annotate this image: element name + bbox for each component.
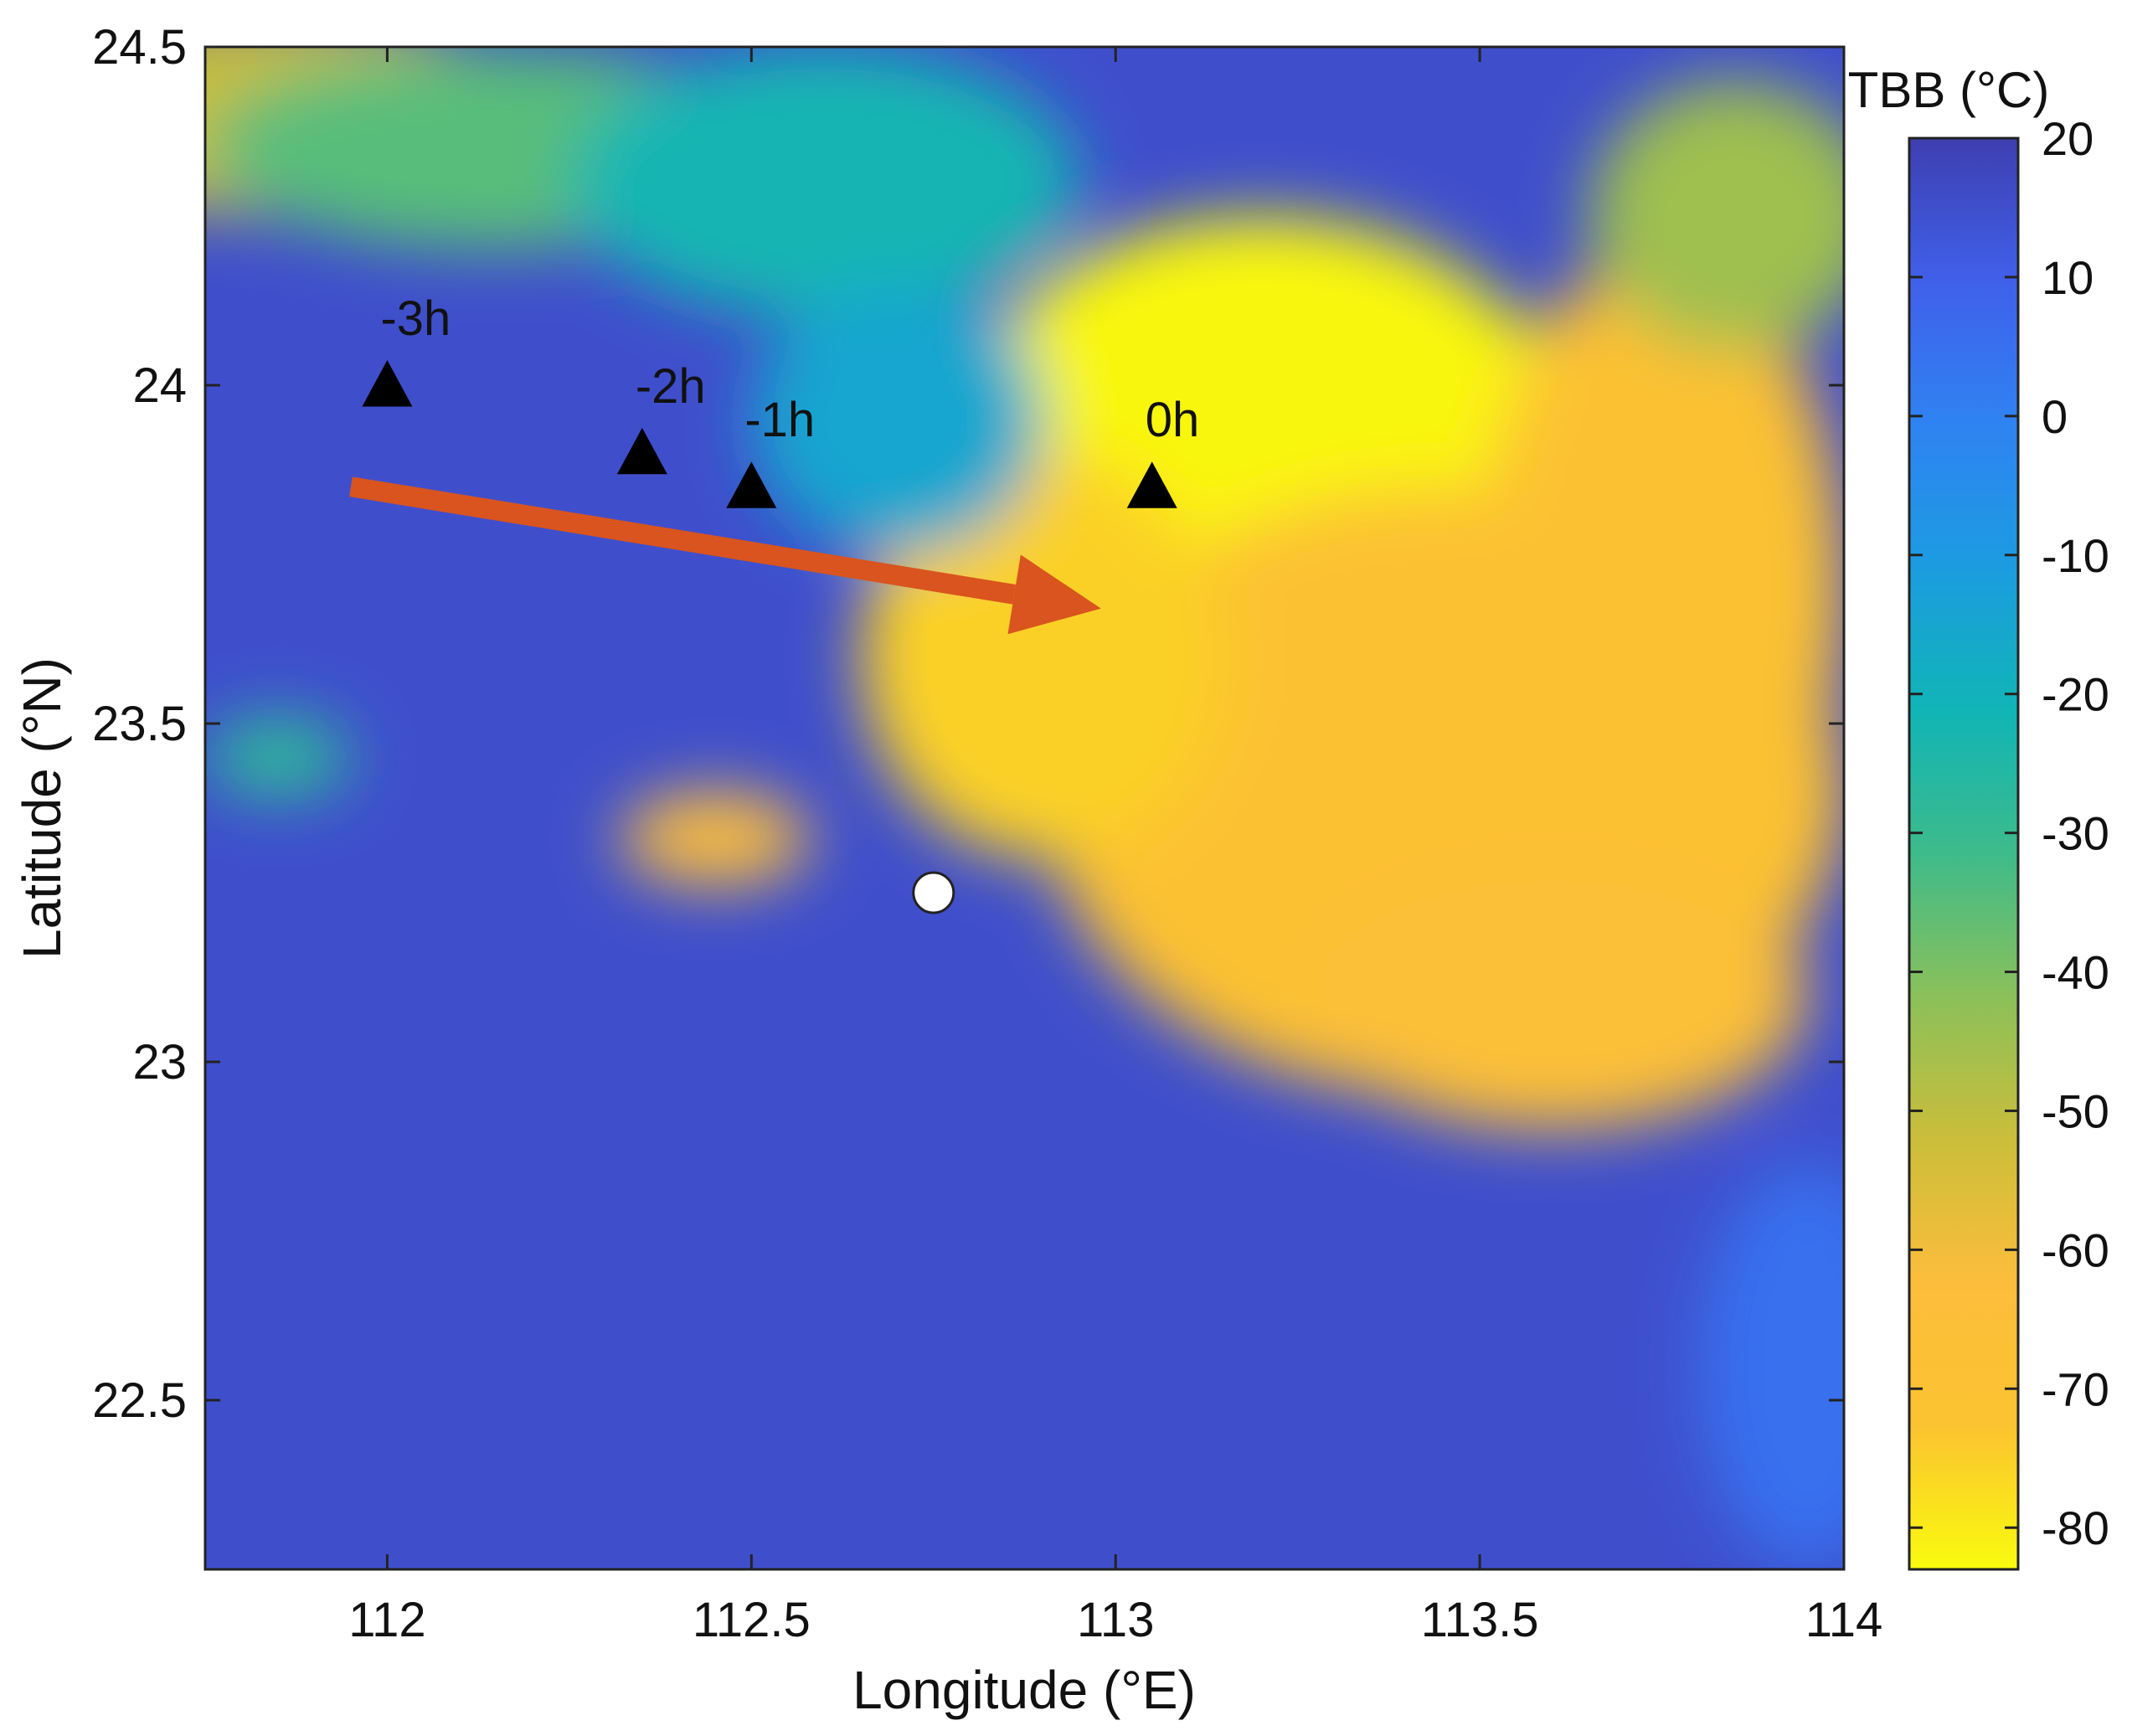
- tbb-field-cell: [205, 716, 351, 798]
- colorbar-tick-label: -80: [2042, 1502, 2109, 1554]
- tbb-field-layer: [205, 47, 1844, 1569]
- storm-position-label: -2h: [636, 359, 706, 414]
- y-tick-label: 22.5: [92, 1373, 187, 1428]
- tbb-field-cell: [751, 283, 1043, 554]
- y-tick-label: 23.5: [92, 697, 187, 751]
- x-tick-label: 112: [348, 1593, 425, 1647]
- colorbar-tick-label: -70: [2042, 1363, 2109, 1415]
- storm-position-label: -1h: [744, 393, 815, 447]
- x-tick-label: 113: [1077, 1593, 1154, 1647]
- y-tick-label: 24: [132, 358, 187, 413]
- tbb-field-cell: [1589, 80, 1844, 352]
- tbb-field-cell: [860, 452, 1225, 859]
- overlay-layer: -3h -2h -1h 0h: [349, 291, 1200, 914]
- x-tick-label: 113.5: [1421, 1593, 1539, 1647]
- storm-position-label: 0h: [1146, 393, 1200, 447]
- colorbar-title: TBB (°C): [1848, 62, 2050, 118]
- storm-position-label: -3h: [380, 291, 451, 346]
- colorbar: [1908, 137, 2020, 1571]
- tbb-field-cell: [1480, 250, 1844, 927]
- y-axis-ticks: 22.5 23 23.5 24 24.5: [92, 20, 1844, 1428]
- colorbar-tick-label: -10: [2042, 529, 2109, 582]
- tbb-field-cell: [1297, 858, 1808, 1130]
- storm-position-marker: [726, 461, 777, 508]
- x-tick-label: 114: [1805, 1593, 1882, 1647]
- tbb-field-cell: [1698, 1163, 1844, 1569]
- colorbar-tick-label: 10: [2042, 251, 2093, 304]
- x-axis-label: Longitude (°E): [852, 1660, 1196, 1720]
- colorbar-tick-label: -50: [2042, 1084, 2109, 1137]
- tbb-field-cell: [569, 47, 1079, 318]
- colorbar-tick-label: 0: [2042, 390, 2068, 443]
- tbb-field-cell: [620, 791, 810, 886]
- colorbar-tick-label: -30: [2042, 807, 2109, 860]
- storm-position-marker: [1126, 461, 1177, 508]
- station-marker: [912, 871, 955, 914]
- motion-arrow-shaft: [349, 476, 1017, 605]
- storm-position-marker: [616, 427, 667, 475]
- storm-position-marker: [362, 360, 413, 407]
- map-frame: [203, 45, 1846, 1571]
- x-axis-ticks: 112 112.5 113 113.5 114: [348, 47, 1882, 1647]
- colorbar-tick-label: -60: [2042, 1223, 2109, 1276]
- colorbar-tick-label: 20: [2042, 112, 2093, 165]
- y-tick-label: 23: [132, 1035, 187, 1090]
- motion-arrow-head: [1007, 554, 1101, 635]
- colorbar-tick-label: -40: [2042, 946, 2109, 999]
- colorbar-tick-label: -20: [2042, 668, 2109, 721]
- y-tick-label: 24.5: [92, 20, 187, 75]
- y-axis-label: Latitude (°N): [12, 657, 72, 959]
- colorbar-ticks: 20 10 0 -10 -20 -30 -40 -50 -60 -70 -80: [1909, 112, 2109, 1554]
- x-tick-label: 112.5: [693, 1593, 811, 1647]
- map-area: [205, 47, 1844, 1569]
